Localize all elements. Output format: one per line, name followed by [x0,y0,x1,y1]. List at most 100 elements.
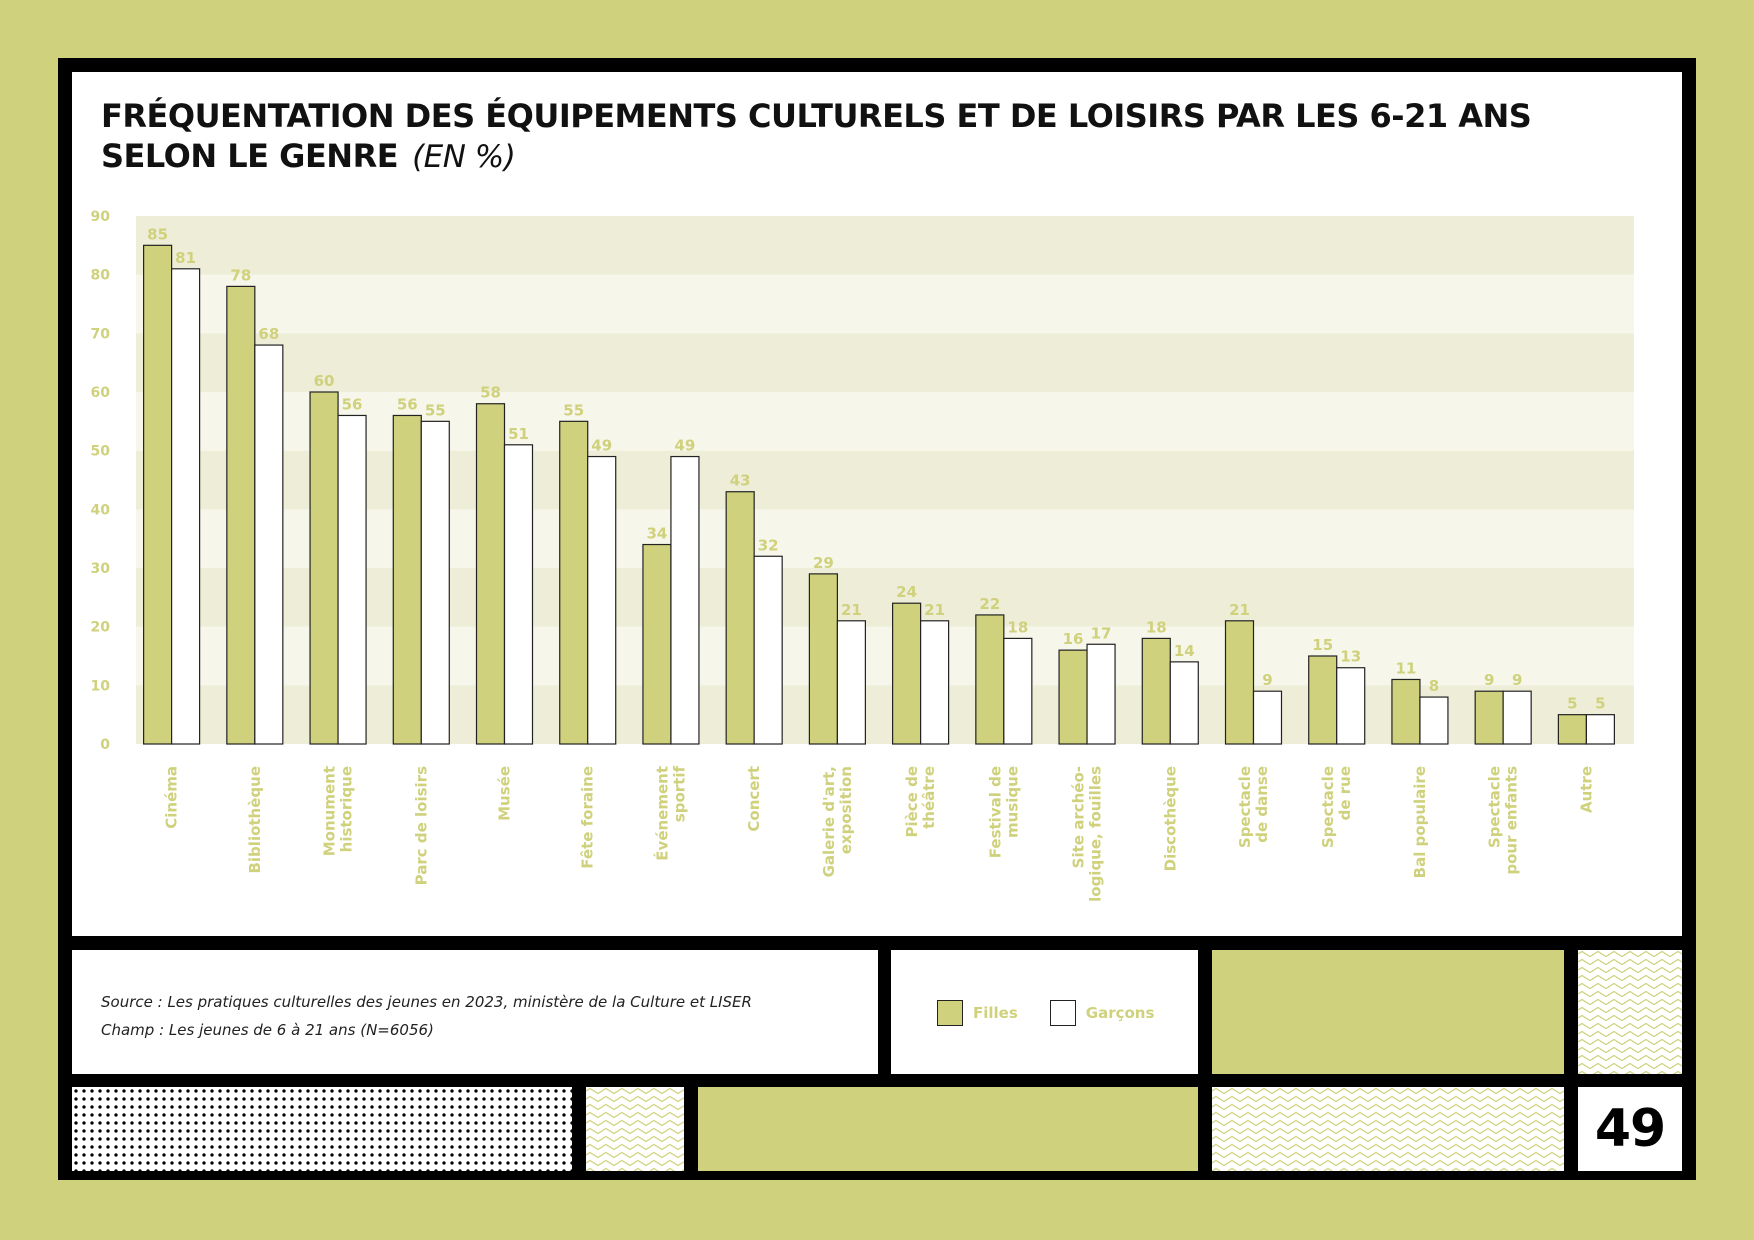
category-label: Spectaclepour enfants [1486,766,1521,875]
category-label-line: sportif [670,766,688,823]
data-label: 56 [342,395,363,413]
decor-wave-pattern-3 [1212,1087,1564,1171]
data-label: 8 [1429,677,1439,695]
bar-garcons [254,344,284,745]
category-label-line: Spectacle [1236,766,1254,848]
data-label: 9 [1484,671,1494,689]
decor-wave-pattern-2 [586,1087,684,1171]
bar-garcons [1419,696,1449,745]
bar-filles [1308,655,1338,745]
source-text-block: Source : Les pratiques culturelles des j… [101,988,752,1044]
bar-garcons [1252,690,1283,745]
title-line-1: FRÉQUENTATION DES ÉQUIPEMENTS CULTURELS … [101,97,1532,135]
category-label: Concert [745,766,763,832]
y-tick-label: 60 [91,385,111,401]
data-label: 60 [314,372,335,390]
category-label: Monumenthistorique [321,766,356,856]
y-tick-label: 10 [91,678,111,694]
bar-garcons [1003,637,1033,745]
bar-filles [642,543,672,745]
data-label: 9 [1512,671,1522,689]
title-line-2-text: SELON LE GENRE [101,137,399,175]
category-label-line: Galerie d'art, [820,766,838,877]
bar-filles [309,391,339,745]
data-label: 81 [175,249,196,267]
decor-green-block-2 [698,1087,1198,1171]
category-label-line: Événement [652,766,671,861]
category-label: Discothèque [1161,766,1179,871]
category-label: Musée [496,766,514,821]
data-label: 5 [1595,695,1605,713]
bar-garcons [1086,643,1116,745]
category-label-line: Bal populaire [1411,766,1429,878]
category-label: Spectaclede rue [1319,766,1354,848]
grid-band [136,450,1634,510]
bar-filles [808,573,838,745]
bar-garcons [420,420,450,745]
grid-band [136,216,1634,275]
data-label: 5 [1567,695,1577,713]
data-label: 78 [230,266,251,284]
bar-filles [975,614,1005,745]
category-label-line: Spectacle [1319,766,1337,848]
data-label: 15 [1312,636,1333,654]
bar-garcons [753,555,783,745]
page-number: 49 [1594,1099,1666,1159]
data-label: 22 [979,595,1000,613]
data-label: 43 [730,472,751,490]
category-label: Cinéma [163,766,181,829]
page-number-box [1578,1087,1682,1171]
data-label: 18 [1007,618,1028,636]
data-label: 9 [1262,671,1272,689]
category-label-line: Spectacle [1486,766,1504,848]
grid-band [136,509,1634,568]
bar-garcons [836,620,866,745]
category-label-line: théâtre [920,766,938,829]
category-label-line: Discothèque [1161,766,1179,871]
bar-filles [392,414,422,745]
bar-filles [892,602,922,745]
category-label: Bibliothèque [246,766,264,874]
y-tick-label: 30 [91,561,111,577]
category-label-line: Fête foraine [579,766,597,869]
grid-band [136,333,1634,392]
data-label: 32 [758,536,779,554]
category-label-line: Parc de loisirs [412,766,430,885]
data-label: 24 [896,583,917,601]
data-label: 49 [591,437,612,455]
category-label-line: Musée [496,766,514,821]
bar-filles [1391,678,1421,745]
data-label: 18 [1146,618,1167,636]
decor-green-block-1 [1212,950,1564,1074]
category-label-line: historique [338,766,356,852]
category-label-line: pour enfants [1503,766,1521,875]
title-line-2: SELON LE GENRE (EN %) [101,136,1531,177]
grid-band [136,685,1634,744]
source-panel [72,950,878,1074]
data-label: 21 [924,601,945,619]
y-tick-label: 0 [100,737,110,753]
data-label: 21 [841,601,862,619]
category-label-line: Bibliothèque [246,766,264,874]
champ-note: Champ : Les jeunes de 6 à 21 ans (N=6056… [101,1021,434,1039]
data-label: 17 [1091,624,1112,642]
data-label: 13 [1340,648,1361,666]
bar-garcons [920,620,950,745]
data-label: 55 [563,401,584,419]
bar-garcons [171,268,201,745]
category-label: Autre [1577,766,1595,813]
bar-filles [725,491,755,745]
y-tick-label: 90 [91,209,111,225]
legend-label-filles: Filles [973,1004,1018,1022]
category-label: Site archéo-logique, fouilles [1070,766,1105,902]
category-label-line: Pièce de [903,766,921,838]
grid-band [136,626,1634,686]
bar-chart: 01020304050607080908581Cinéma7868Bibliot… [91,209,1634,902]
category-label-line: exposition [837,766,855,854]
y-tick-label: 80 [91,268,111,284]
data-label: 16 [1063,630,1084,648]
legend-label-garcons: Garçons [1085,1004,1155,1022]
page-title: FRÉQUENTATION DES ÉQUIPEMENTS CULTURELS … [101,96,1532,177]
category-label-line: musique [1003,766,1021,838]
bar-garcons [503,444,534,745]
